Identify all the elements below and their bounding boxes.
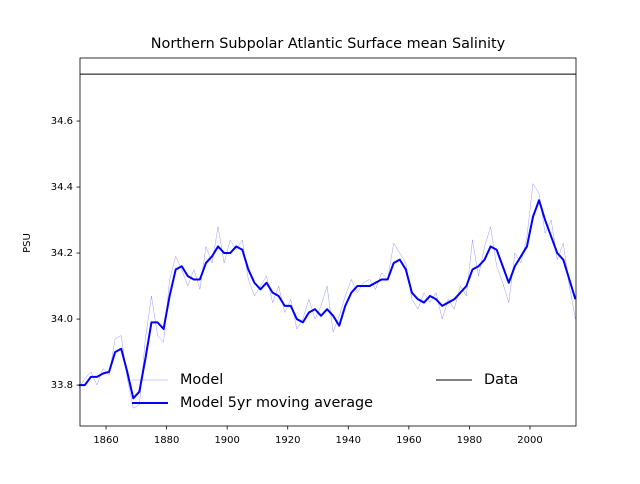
x-tick-label: 1880: [154, 435, 179, 446]
y-tick-label: 33.8: [51, 380, 73, 391]
plot-frame: [79, 57, 577, 427]
legend-label: Model: [180, 372, 223, 388]
x-tick-label: 1980: [457, 435, 482, 446]
y-axis-label: PSU: [22, 233, 33, 253]
x-tick-label: 1940: [336, 435, 361, 446]
y-tick-label: 34.4: [51, 182, 73, 193]
chart-title: Northern Subpolar Atlantic Surface mean …: [151, 36, 506, 52]
x-tick-label: 1960: [396, 435, 421, 446]
x-tick-label: 1860: [93, 435, 118, 446]
series-line: [78, 183, 576, 409]
series-line: [78, 199, 577, 400]
legend-label: Data: [484, 372, 518, 388]
x-tick-label: 1920: [275, 435, 300, 446]
y-tick-label: 34.0: [51, 314, 73, 325]
x-tick-label: 1900: [214, 435, 239, 446]
x-tick-label: 2000: [517, 435, 542, 446]
y-tick-label: 34.2: [51, 248, 73, 259]
legend-label: Model 5yr moving average: [180, 395, 373, 411]
y-tick-label: 34.6: [51, 116, 73, 127]
